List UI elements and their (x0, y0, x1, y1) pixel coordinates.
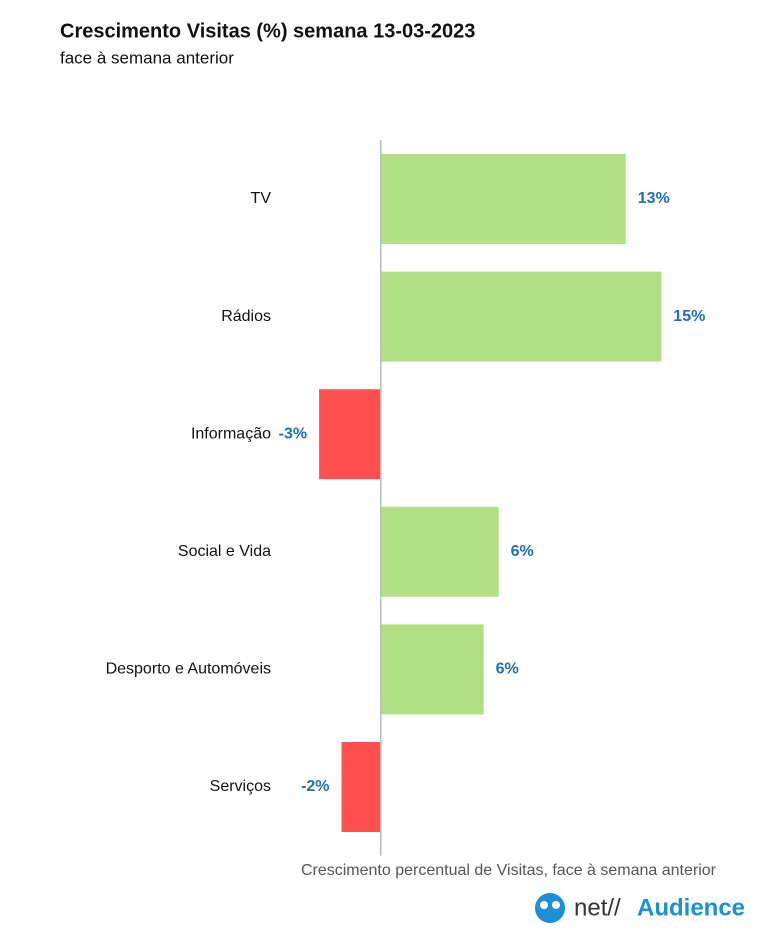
data-label: 6% (511, 543, 534, 560)
data-label: -3% (279, 425, 307, 442)
bar (380, 271, 662, 362)
logo-icon-dot (552, 901, 560, 909)
bar (380, 624, 484, 715)
bar (341, 742, 381, 832)
y-tick-label: Desporto e Automóveis (106, 661, 271, 678)
bar (380, 154, 626, 244)
logo-icon (535, 893, 565, 923)
chart-title: Crescimento Visitas (%) semana 13-03-202… (60, 20, 475, 42)
y-tick-label: Rádios (221, 308, 271, 325)
bar (319, 389, 381, 480)
chart-subtitle: face à semana anterior (60, 48, 234, 67)
y-tick-label: TV (251, 190, 272, 207)
logo-prefix: net// (574, 894, 621, 921)
bar (380, 506, 499, 597)
caption: Crescimento percentual de Visitas, face … (301, 862, 717, 879)
data-label: 6% (496, 661, 519, 678)
logo-name: Audience (637, 894, 745, 921)
data-label: -2% (301, 778, 329, 795)
data-label: 13% (638, 190, 670, 207)
y-tick-label: Social e Vida (178, 543, 271, 560)
logo-icon-dot (540, 901, 548, 909)
y-tick-label: Informação (191, 425, 271, 442)
logo: net// Audience (535, 893, 745, 923)
data-label: 15% (673, 308, 705, 325)
y-tick-label: Serviços (210, 778, 271, 795)
